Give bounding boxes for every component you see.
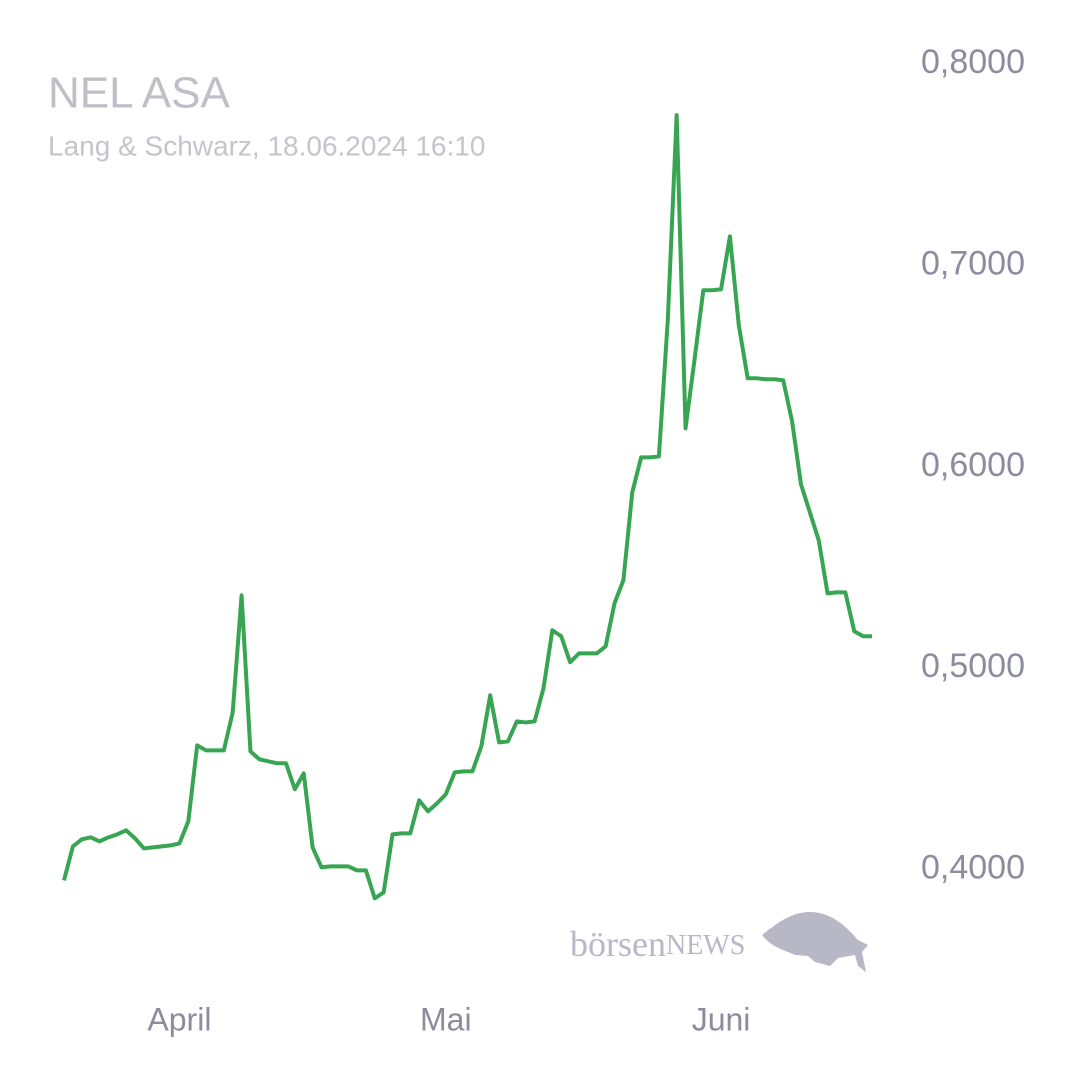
y-tick-label: 0,7000 bbox=[921, 245, 1025, 283]
y-tick-label: 0,8000 bbox=[921, 43, 1025, 81]
x-tick-label: Juni bbox=[692, 1001, 751, 1037]
price-line bbox=[62, 113, 872, 901]
y-tick-label: 0,4000 bbox=[921, 848, 1025, 886]
y-tick-label: 0,5000 bbox=[921, 647, 1025, 685]
watermark: börsenNEWS bbox=[570, 912, 868, 972]
y-tick-label: 0,6000 bbox=[921, 446, 1025, 484]
watermark-lead: börsen bbox=[570, 924, 666, 964]
watermark-brand: NEWS bbox=[666, 930, 745, 961]
chart-title: NEL ASA bbox=[48, 69, 230, 118]
chart-subtitle: Lang & Schwarz, 18.06.2024 16:10 bbox=[48, 130, 485, 161]
x-tick-label: Mai bbox=[420, 1001, 472, 1037]
bull-icon bbox=[762, 912, 868, 972]
watermark-text: börsenNEWS bbox=[570, 924, 745, 964]
x-tick-label: April bbox=[147, 1001, 211, 1037]
